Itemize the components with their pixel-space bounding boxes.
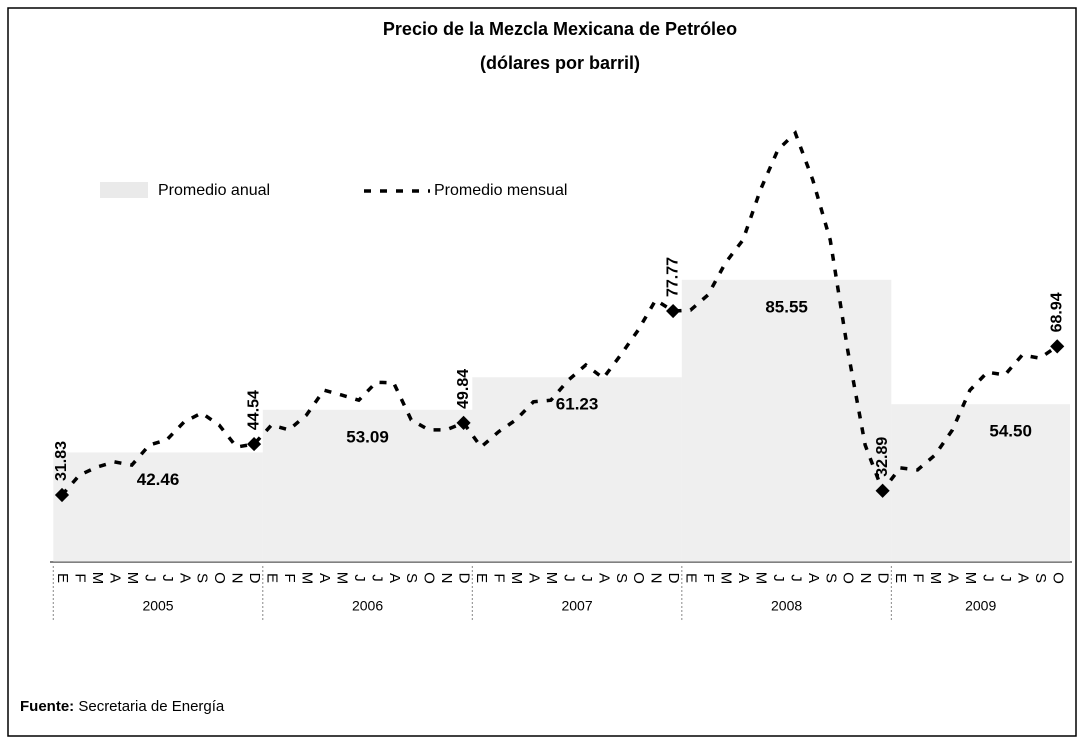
monthly-line (60, 129, 1059, 497)
x-tick-label: O (840, 572, 857, 584)
x-tick-label: N (648, 573, 665, 584)
x-tick-label: J (141, 574, 158, 582)
year-label: 2006 (352, 598, 383, 614)
x-tick-label: F (700, 573, 717, 582)
x-tick-label: M (333, 572, 350, 585)
x-tick-label: E (683, 573, 700, 583)
x-tick-label: F (910, 573, 927, 582)
x-tick-label: A (316, 573, 333, 583)
x-tick-label: M (752, 572, 769, 585)
x-tick-label: E (264, 573, 281, 583)
x-tick-label: J (560, 574, 577, 582)
x-tick-label: A (595, 573, 612, 583)
annual-label: 85.55 (765, 297, 808, 316)
point-label: 44.54 (245, 390, 262, 430)
x-tick-label: A (176, 573, 193, 583)
x-tick-label: S (403, 573, 420, 583)
x-tick-label: O (630, 572, 647, 584)
x-tick-label: J (787, 574, 804, 582)
x-tick-label: J (997, 574, 1014, 582)
x-tick-label: S (1032, 573, 1049, 583)
x-tick-label: D (456, 573, 473, 584)
x-tick-label: A (1014, 573, 1031, 583)
x-tick-label: M (718, 572, 735, 585)
point-label: 77.77 (664, 257, 681, 297)
annual-area (891, 404, 1070, 562)
x-tick-label: M (927, 572, 944, 585)
point-label: 49.84 (455, 369, 472, 409)
x-tick-label: A (106, 573, 123, 583)
point-marker (1050, 339, 1065, 354)
x-tick-label: M (124, 572, 141, 585)
x-tick-label: J (159, 574, 176, 582)
source-label: Fuente: (20, 698, 74, 715)
legend-label: Promedio mensual (434, 182, 567, 199)
annual-label: 54.50 (989, 422, 1032, 441)
x-tick-label: S (822, 573, 839, 583)
x-tick-label: M (298, 572, 315, 585)
x-tick-label: F (491, 573, 508, 582)
x-tick-label: F (281, 573, 298, 582)
x-tick-label: M (508, 572, 525, 585)
x-tick-label: M (89, 572, 106, 585)
point-label: 31.83 (53, 441, 70, 481)
x-tick-label: N (857, 573, 874, 584)
point-marker (666, 303, 681, 319)
annual-area (681, 279, 892, 562)
x-tick-label: N (229, 573, 246, 584)
x-tick-label: F (71, 573, 88, 582)
x-tick-label: A (386, 573, 403, 583)
x-tick-label: J (351, 574, 368, 582)
annual-area (262, 409, 473, 562)
x-tick-label: J (979, 574, 996, 582)
point-marker (54, 487, 70, 503)
point-marker (875, 483, 890, 498)
x-tick-label: A (944, 573, 961, 583)
year-label: 2008 (771, 598, 802, 614)
x-tick-label: E (892, 573, 909, 583)
x-tick-label: O (1049, 572, 1066, 584)
year-label: 2005 (142, 598, 173, 614)
legend-label: Promedio anual (158, 182, 270, 199)
year-label: 2009 (965, 598, 996, 614)
x-tick-label: D (246, 573, 263, 584)
x-tick-label: M (962, 572, 979, 585)
legend-swatch (100, 182, 148, 198)
x-tick-label: J (578, 574, 595, 582)
annual-label: 42.46 (137, 470, 180, 489)
source: Fuente: Secretaria de Energía (20, 698, 225, 715)
annual-label: 53.09 (346, 427, 389, 446)
x-tick-label: A (525, 573, 542, 583)
x-tick-label: A (735, 573, 752, 583)
chart-title: Precio de la Mezcla Mexicana de Petróleo (383, 19, 737, 39)
x-tick-label: D (875, 573, 892, 584)
point-label: 32.89 (874, 437, 891, 477)
x-tick-label: J (770, 574, 787, 582)
year-label: 2007 (561, 598, 592, 614)
x-tick-label: S (613, 573, 630, 583)
point-label: 68.94 (1048, 292, 1065, 332)
x-tick-label: O (421, 572, 438, 584)
x-tick-label: J (368, 574, 385, 582)
x-tick-label: M (543, 572, 560, 585)
x-tick-label: A (805, 573, 822, 583)
chart-subtitle: (dólares por barril) (480, 53, 640, 73)
x-tick-label: N (438, 573, 455, 584)
x-tick-label: S (194, 573, 211, 583)
point-marker (246, 437, 262, 452)
annual-area (472, 377, 682, 562)
x-tick-label: E (473, 573, 490, 583)
source-text: Secretaria de Energía (78, 698, 225, 715)
x-tick-label: O (211, 572, 228, 584)
point-marker (456, 415, 471, 430)
x-tick-label: D (665, 573, 682, 584)
annual-label: 61.23 (556, 395, 599, 414)
x-tick-label: E (54, 573, 71, 583)
annual-area (53, 452, 263, 562)
frame (7, 7, 1077, 737)
